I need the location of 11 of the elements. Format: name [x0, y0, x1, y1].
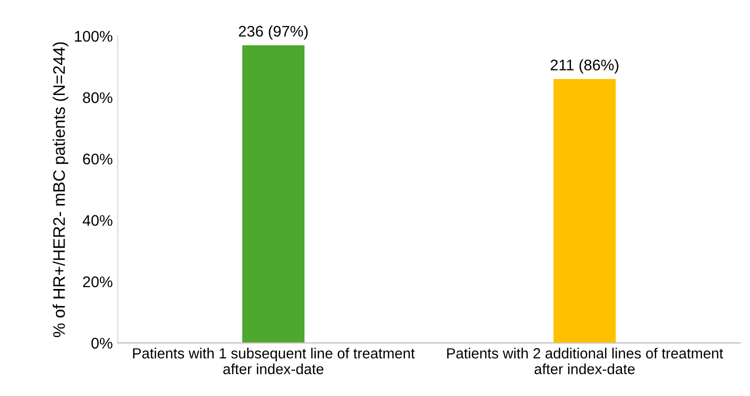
y-tick-label: 20% — [83, 276, 112, 288]
y-tick-label: 100% — [74, 30, 112, 42]
y-tick-label: 60% — [83, 154, 112, 164]
y-tick-label: 80% — [82, 92, 112, 104]
data-label: 211 (86%) — [550, 59, 618, 74]
data-label: 236 (97%) — [238, 25, 308, 40]
x-tick-label: Patients with 2 additional lines of treatment after index-date — [447, 348, 724, 374]
y-tick-label: 0% — [91, 338, 112, 349]
y-axis-title: % of HR+/HER2- mBC patients (N=244) — [52, 42, 68, 338]
x-tick-label: Patients with 1 subsequent line of treatment after index-date — [133, 348, 415, 374]
y-tick-label: 40% — [82, 215, 112, 226]
